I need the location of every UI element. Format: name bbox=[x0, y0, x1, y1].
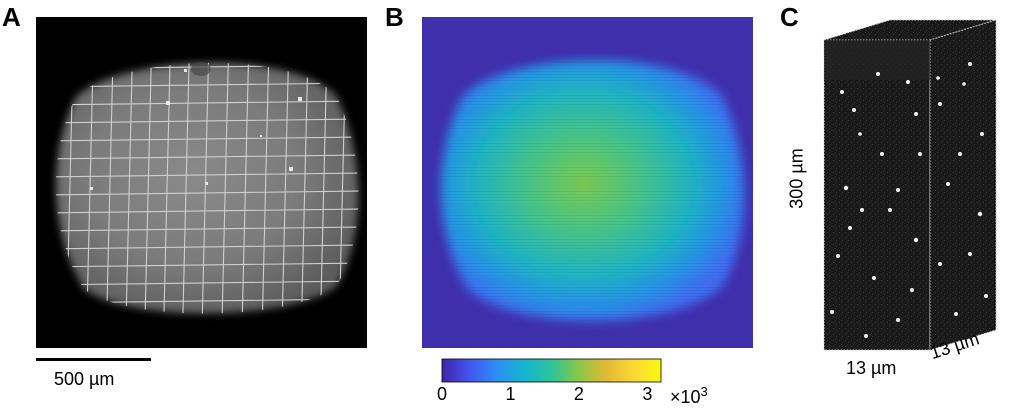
multiplier-exponent: 3 bbox=[700, 384, 708, 399]
colorbar-tick-label: 1 bbox=[505, 384, 516, 404]
grid-line-horizontal bbox=[55, 262, 359, 268]
grid-line-horizontal bbox=[55, 226, 359, 232]
panel-a-scalebar bbox=[36, 358, 151, 361]
grid-line-vertical bbox=[261, 62, 271, 314]
grid-line-horizontal bbox=[55, 280, 359, 286]
panel-a-particles bbox=[90, 69, 302, 190]
grid-line-vertical bbox=[162, 62, 172, 314]
volume-front-face bbox=[823, 39, 931, 351]
panel-a-micrograph bbox=[36, 17, 367, 348]
grid-line-horizontal bbox=[55, 190, 359, 196]
grid-line-vertical bbox=[220, 62, 230, 314]
grid-line-vertical bbox=[143, 62, 153, 314]
grid-line-horizontal bbox=[55, 244, 359, 250]
volume-side-face bbox=[929, 19, 997, 351]
volume-particles bbox=[830, 62, 988, 338]
panel-b-letter: B bbox=[385, 2, 404, 32]
grid-line-horizontal bbox=[55, 154, 359, 160]
panel-b-colorbar-multiplier: ×103 bbox=[670, 384, 708, 408]
grid-line-vertical bbox=[280, 62, 291, 314]
grid-line-horizontal bbox=[55, 100, 359, 106]
colorbar-tick-label: 2 bbox=[573, 384, 584, 404]
panel-b-colorbar bbox=[441, 358, 662, 383]
panel-c-volume bbox=[823, 19, 997, 351]
grid-line-horizontal bbox=[55, 172, 359, 178]
panel-c-letter: C bbox=[780, 2, 799, 32]
multiplier-base: ×10 bbox=[670, 387, 701, 407]
colorbar-tick-label: 0 bbox=[437, 384, 448, 404]
grid-line-horizontal bbox=[55, 208, 359, 214]
panel-c-width-label: 13 µm bbox=[846, 358, 897, 378]
grid-line-vertical bbox=[240, 62, 251, 314]
grid-line-horizontal bbox=[55, 136, 359, 142]
colorbar-tick-label: 3 bbox=[642, 384, 653, 404]
panel-a-letter: A bbox=[2, 2, 21, 32]
panel-a-scalebar-label: 500 µm bbox=[54, 369, 115, 389]
panel-c-height-label: 300 µm bbox=[786, 148, 807, 209]
grid-line-vertical bbox=[124, 62, 134, 314]
grid-line-horizontal bbox=[55, 118, 359, 124]
grid-line-horizontal bbox=[55, 82, 359, 88]
grid-line-vertical bbox=[181, 62, 191, 314]
panel-b-heatmap bbox=[422, 17, 753, 348]
